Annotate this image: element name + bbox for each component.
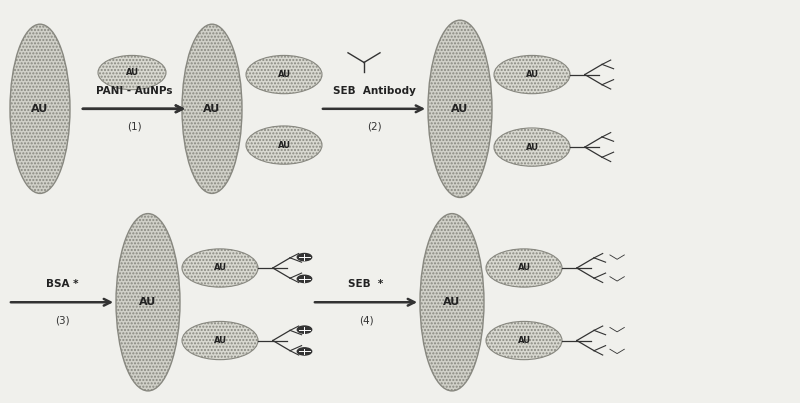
- Ellipse shape: [98, 56, 166, 90]
- Circle shape: [298, 326, 312, 333]
- Text: BSA *: BSA *: [46, 279, 78, 289]
- Text: AU: AU: [526, 143, 538, 152]
- Circle shape: [298, 348, 312, 355]
- Ellipse shape: [486, 249, 562, 287]
- Text: PANI - AuNPs: PANI - AuNPs: [96, 86, 172, 96]
- Text: AU: AU: [203, 104, 221, 114]
- Ellipse shape: [182, 249, 258, 287]
- Ellipse shape: [182, 24, 242, 193]
- Ellipse shape: [116, 214, 180, 391]
- Text: AU: AU: [214, 336, 226, 345]
- Text: AU: AU: [518, 264, 530, 272]
- Ellipse shape: [494, 128, 570, 166]
- Text: (2): (2): [366, 122, 382, 132]
- Ellipse shape: [486, 322, 562, 360]
- Ellipse shape: [246, 126, 322, 164]
- Text: (4): (4): [358, 316, 374, 325]
- Text: SEB  *: SEB *: [348, 279, 384, 289]
- Text: AU: AU: [214, 264, 226, 272]
- Text: AU: AU: [451, 104, 469, 114]
- Ellipse shape: [246, 56, 322, 93]
- Text: AU: AU: [518, 336, 530, 345]
- Ellipse shape: [420, 214, 484, 391]
- Text: (3): (3): [54, 316, 70, 325]
- Ellipse shape: [10, 24, 70, 193]
- Text: AU: AU: [126, 68, 138, 77]
- Text: (1): (1): [126, 122, 142, 132]
- Ellipse shape: [182, 322, 258, 360]
- Circle shape: [298, 275, 312, 283]
- Text: AU: AU: [526, 70, 538, 79]
- Text: AU: AU: [31, 104, 49, 114]
- Text: SEB  Antibody: SEB Antibody: [333, 86, 415, 96]
- Text: AU: AU: [278, 141, 290, 150]
- Ellipse shape: [494, 56, 570, 93]
- Text: AU: AU: [278, 70, 290, 79]
- Ellipse shape: [428, 20, 492, 197]
- Text: AU: AU: [139, 297, 157, 307]
- Circle shape: [298, 253, 312, 261]
- Text: AU: AU: [443, 297, 461, 307]
